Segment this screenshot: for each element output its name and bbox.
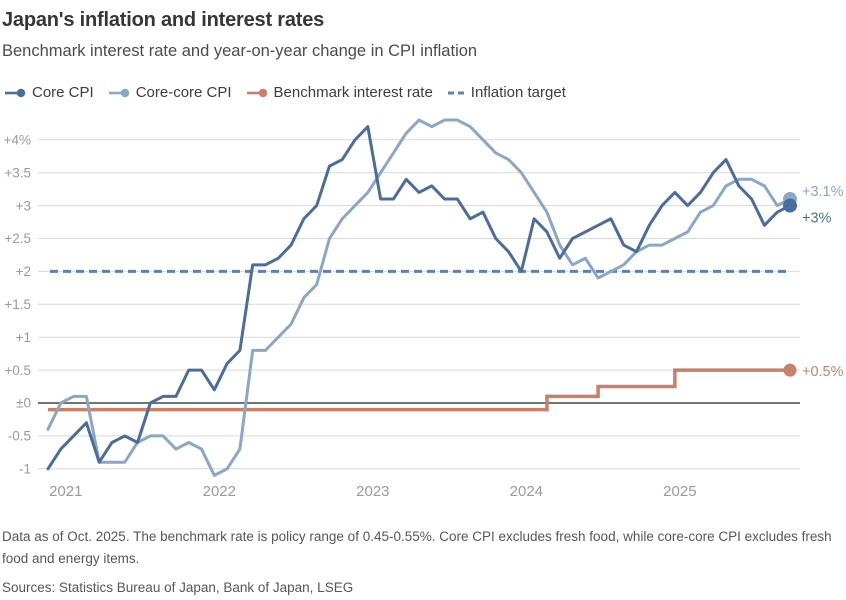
- y-tick-label: +2.5: [4, 231, 31, 246]
- line-dot-marker-icon: [108, 88, 129, 97]
- inflation-interest-rate-chart: +4% +3.5 +3 +2.5 +2 +1.5 +1 +0.5 ±0 -0.5 -1 2021 202…: [4, 118, 844, 500]
- x-tick-label: 2021: [49, 483, 82, 500]
- y-tick-label: ±0: [16, 396, 31, 411]
- legend-label: Inflation target: [470, 84, 566, 101]
- y-tick-label: +2: [16, 264, 31, 279]
- benchmark-rate-line: [48, 368, 790, 412]
- line-dot-marker-icon: [246, 88, 267, 97]
- chart-card: Japan's inflation and interest rates Ben…: [0, 8, 846, 598]
- y-tick-label: +3.5: [4, 165, 31, 180]
- benchmark-end-label: +0.5%: [802, 364, 844, 380]
- y-tick-label: +1.5: [4, 297, 31, 312]
- line-dot-marker-icon: [5, 88, 26, 97]
- legend-label: Benchmark interest rate: [273, 84, 433, 101]
- x-tick-label: 2022: [203, 483, 236, 500]
- y-tick-label: +4%: [4, 133, 31, 148]
- core-end-dot: [783, 198, 797, 213]
- core-line: [46, 125, 792, 471]
- y-tick-label: -0.5: [8, 429, 31, 444]
- core-end-label: +3%: [802, 211, 832, 227]
- chart-subtitle: Benchmark interest rate and year-on-year…: [2, 42, 478, 60]
- sources: Sources: Statistics Bureau of Japan, Ban…: [2, 580, 354, 596]
- y-tick-label: -1: [19, 462, 31, 477]
- legend-label: Core CPI: [32, 84, 94, 101]
- benchmark-end-dot: [783, 363, 797, 377]
- x-tick-label: 2023: [356, 483, 389, 500]
- legend-label: Core-core CPI: [135, 84, 232, 101]
- y-tick-label: +3: [16, 198, 31, 213]
- legend-item-benchmark-rate: Benchmark interest rate: [246, 84, 433, 101]
- footnote: Data as of Oct. 2025. The benchmark rate…: [2, 529, 832, 566]
- x-tick-label: 2024: [510, 483, 543, 500]
- legend-item-inflation-target: Inflation target: [447, 84, 566, 101]
- corecore-line: [46, 118, 792, 477]
- legend-item-core-cpi: Core CPI: [5, 84, 94, 101]
- y-tick-label: +0.5: [4, 363, 31, 378]
- x-tick-label: 2025: [663, 483, 696, 500]
- y-tick-label: +1: [16, 330, 31, 345]
- legend-item-core-core-cpi: Core-core CPI: [108, 84, 232, 101]
- legend: Core CPI Core-core CPI Benchmark interes…: [5, 83, 846, 102]
- corecore-end-label: +3.1%: [802, 184, 844, 200]
- page-title: Japan's inflation and interest rates: [2, 9, 325, 31]
- dashed-line-marker-icon: [447, 91, 465, 94]
